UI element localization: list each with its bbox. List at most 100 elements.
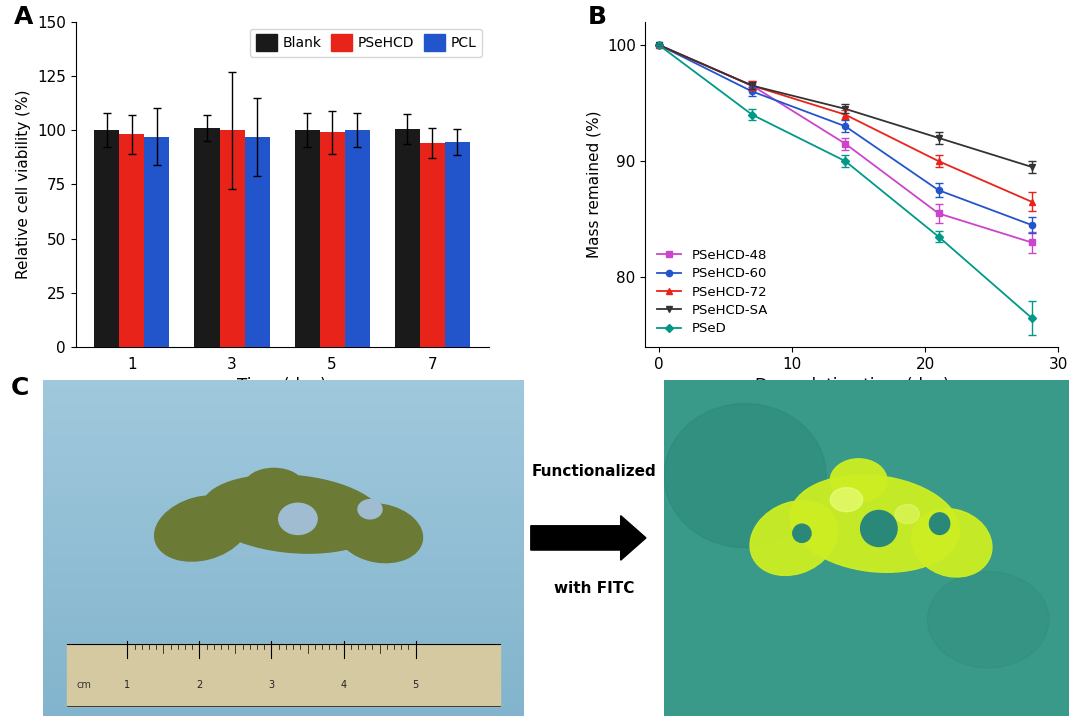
Bar	[43, 590, 524, 598]
PSeHCD-SA	[745, 81, 758, 90]
PSeHCD-72	[652, 40, 665, 49]
Bar	[43, 405, 524, 414]
Ellipse shape	[202, 475, 384, 553]
Ellipse shape	[789, 475, 960, 573]
Bar	[43, 505, 524, 514]
Bar	[43, 665, 524, 674]
Bar	[43, 489, 524, 497]
Text: 1: 1	[124, 680, 131, 690]
Bar	[43, 430, 524, 438]
Text: 4: 4	[340, 680, 347, 690]
PSeHCD-48	[652, 40, 665, 49]
Bar	[345, 130, 369, 347]
Bar	[394, 129, 420, 347]
Ellipse shape	[793, 524, 811, 542]
Bar	[120, 134, 145, 347]
Bar	[43, 690, 524, 699]
Bar	[445, 142, 470, 347]
PSeD	[932, 232, 945, 241]
Bar	[43, 380, 524, 388]
PSeHCD-SA	[932, 134, 945, 142]
Bar	[43, 607, 524, 615]
Ellipse shape	[831, 459, 887, 502]
Y-axis label: Relative cell viability (%): Relative cell viability (%)	[16, 90, 31, 279]
Text: A: A	[14, 6, 33, 30]
Line: PSeHCD-SA: PSeHCD-SA	[656, 42, 1035, 170]
Ellipse shape	[357, 500, 382, 519]
Bar	[43, 497, 524, 505]
Text: with FITC: with FITC	[554, 581, 634, 596]
Ellipse shape	[664, 403, 826, 548]
PSeHCD-60	[932, 186, 945, 194]
Ellipse shape	[750, 501, 838, 576]
Bar	[43, 438, 524, 447]
X-axis label: Time (day): Time (day)	[238, 377, 327, 395]
Ellipse shape	[861, 510, 897, 547]
PSeHCD-60	[1025, 221, 1038, 229]
Bar	[43, 396, 524, 405]
FancyArrow shape	[530, 515, 646, 560]
Text: C: C	[11, 376, 29, 400]
Bar	[244, 137, 270, 347]
Bar	[43, 556, 524, 565]
Ellipse shape	[912, 509, 991, 577]
PSeD	[745, 111, 758, 119]
Bar	[43, 523, 524, 531]
Text: 5: 5	[413, 680, 419, 690]
Bar	[43, 463, 524, 472]
PSeHCD-SA	[652, 40, 665, 49]
PSeHCD-72	[932, 157, 945, 166]
Bar	[43, 539, 524, 548]
Bar	[145, 137, 170, 347]
PSeHCD-60	[839, 122, 852, 131]
Bar	[43, 481, 524, 489]
Bar	[219, 130, 244, 347]
Bar	[43, 640, 524, 649]
Bar	[420, 143, 445, 347]
Legend: PSeHCD-48, PSeHCD-60, PSeHCD-72, PSeHCD-SA, PSeD: PSeHCD-48, PSeHCD-60, PSeHCD-72, PSeHCD-…	[652, 244, 773, 341]
Bar	[43, 388, 524, 396]
PSeHCD-72	[1025, 197, 1038, 206]
Bar	[43, 422, 524, 430]
Bar	[43, 699, 524, 707]
PSeHCD-48	[745, 81, 758, 90]
Bar	[43, 414, 524, 422]
PSeHCD-60	[745, 87, 758, 95]
Bar	[43, 472, 524, 481]
Line: PSeHCD-48: PSeHCD-48	[656, 42, 1035, 246]
Bar	[43, 623, 524, 632]
PSeHCD-72	[745, 81, 758, 90]
Bar	[194, 128, 219, 347]
Text: Functionalized: Functionalized	[531, 463, 657, 479]
Bar	[43, 632, 524, 640]
Bar	[43, 581, 524, 590]
Bar	[43, 447, 524, 455]
Bar	[43, 683, 524, 690]
Text: B: B	[588, 6, 607, 30]
Bar	[43, 573, 524, 581]
Line: PSeHCD-60: PSeHCD-60	[656, 42, 1035, 228]
Ellipse shape	[245, 469, 302, 502]
Ellipse shape	[337, 504, 422, 562]
Y-axis label: Mass remained (%): Mass remained (%)	[586, 111, 602, 258]
PSeHCD-48	[932, 209, 945, 218]
Ellipse shape	[895, 505, 919, 523]
Bar	[43, 548, 524, 556]
PSeD	[1025, 314, 1038, 322]
Bar	[94, 130, 120, 347]
PSeHCD-48	[839, 140, 852, 148]
Line: PSeHCD-72: PSeHCD-72	[656, 42, 1035, 205]
X-axis label: Degradation time (day): Degradation time (day)	[755, 377, 949, 395]
Ellipse shape	[928, 572, 1049, 668]
Ellipse shape	[279, 503, 318, 534]
Bar	[43, 514, 524, 523]
Ellipse shape	[831, 487, 863, 512]
Bar	[43, 565, 524, 573]
Bar	[43, 649, 524, 657]
PSeHCD-48	[1025, 238, 1038, 247]
Line: PSeD: PSeD	[656, 42, 1035, 321]
Bar	[67, 643, 500, 706]
PSeD	[839, 157, 852, 166]
Text: 3: 3	[269, 680, 274, 690]
Bar	[43, 598, 524, 607]
